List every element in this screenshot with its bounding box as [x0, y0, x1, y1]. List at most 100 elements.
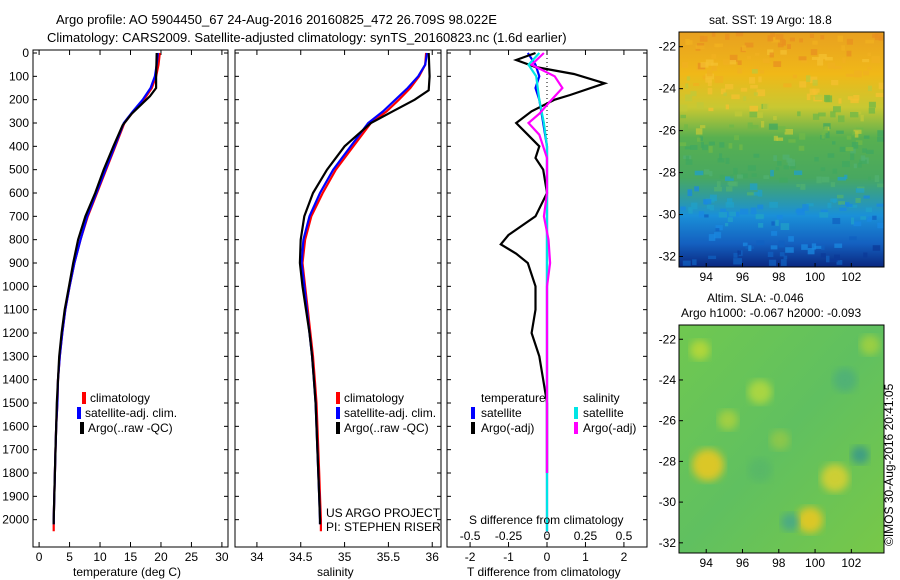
- x2-tick-label: 0.25: [574, 529, 598, 543]
- map-y-tick-label: -22: [659, 40, 677, 54]
- sst-pixel: [726, 186, 733, 192]
- x-tick-label: -2: [465, 550, 476, 564]
- sst-pixel: [859, 159, 867, 164]
- sst-pixel: [836, 260, 843, 265]
- sst-pixel: [704, 169, 710, 175]
- sst-pixel: [707, 80, 712, 86]
- sst-pixel: [846, 135, 852, 140]
- sla-blob: [797, 507, 823, 533]
- sst-pixel: [806, 75, 811, 82]
- sst-pixel: [850, 153, 855, 161]
- sst-pixel: [716, 181, 721, 187]
- sst-pixel: [744, 42, 754, 48]
- series-line-argo-adj-: [526, 52, 564, 473]
- sst-pixel: [731, 94, 740, 100]
- sst-pixel: [756, 240, 765, 246]
- sst-pixel: [775, 219, 779, 226]
- sst-pixel: [718, 211, 728, 218]
- sst-pixel: [784, 129, 793, 135]
- sst-pixel: [699, 35, 708, 42]
- x2-tick-label: -0.25: [495, 529, 523, 543]
- sst-pixel: [796, 208, 805, 216]
- sst-pixel: [711, 32, 716, 37]
- legend-t-satellite-swatch: [471, 407, 475, 419]
- sst-pixel: [851, 217, 855, 225]
- sst-pixel: [749, 183, 758, 190]
- map-x-tick-label: 102: [841, 270, 861, 284]
- sla-map: [678, 324, 885, 554]
- sla-map-subtitle: Argo h1000: -0.067 h2000: -0.093: [681, 306, 861, 320]
- sst-pixel: [837, 194, 844, 199]
- sst-pixel: [715, 225, 723, 231]
- depth-tick-label: 2000: [2, 513, 29, 527]
- sst-pixel: [749, 111, 758, 118]
- sst-pixel: [812, 113, 820, 120]
- sst-pixel: [706, 69, 713, 77]
- sst-pixel: [757, 204, 764, 210]
- sst-pixel: [728, 143, 733, 149]
- sst-pixel: [702, 144, 709, 151]
- sst-pixel: [715, 228, 720, 232]
- sst-pixel: [692, 259, 697, 266]
- sst-pixel: [846, 38, 853, 45]
- sst-pixel: [789, 37, 795, 42]
- sst-pixel: [719, 174, 725, 180]
- sst-pixel: [723, 59, 732, 65]
- sst-pixel: [842, 57, 846, 63]
- sla-blob: [833, 368, 857, 392]
- legend-s-satellite-swatch: [574, 407, 578, 419]
- sst-pixel: [679, 142, 687, 147]
- depth-tick-label: 1600: [2, 419, 29, 433]
- depth-tick-label: 1100: [3, 303, 29, 317]
- project-line1: US ARGO PROJECT: [326, 506, 441, 520]
- salinity-legend: climatology satellite-adj. clim. Argo(..…: [326, 391, 441, 534]
- x-tick-label: 2: [621, 550, 628, 564]
- legend-s-argo: Argo(-adj): [583, 421, 636, 435]
- legend-argo: Argo(..raw -QC): [344, 421, 429, 435]
- salinity-plot: 34 34.5 35 35.5 36: [250, 50, 439, 564]
- sst-pixel: [838, 115, 845, 123]
- map-y-tick-label: -32: [659, 250, 677, 264]
- sst-pixel: [866, 218, 872, 222]
- sst-pixel: [849, 236, 857, 241]
- sst-pixel: [812, 79, 818, 86]
- sst-pixel: [876, 203, 884, 207]
- sst-pixel: [714, 187, 722, 192]
- sst-pixel: [799, 81, 807, 88]
- sst-pixel: [787, 159, 796, 167]
- sst-pixel: [848, 204, 858, 208]
- sst-pixel: [878, 82, 885, 90]
- x-tick-label: 36: [426, 550, 440, 564]
- sst-pixel: [758, 223, 764, 228]
- sst-pixel: [767, 49, 774, 55]
- sst-pixel: [700, 62, 709, 68]
- sst-pixel: [796, 184, 800, 187]
- legend-argo-swatch: [80, 422, 84, 434]
- legend-satellite-swatch: [77, 407, 81, 419]
- sst-pixel: [872, 33, 879, 38]
- sst-pixel: [679, 104, 688, 112]
- sst-pixel: [856, 111, 862, 115]
- sst-pixel: [783, 255, 788, 260]
- sst-pixel: [773, 61, 782, 67]
- sst-pixel: [706, 204, 710, 209]
- sst-pixel: [860, 216, 867, 220]
- sst-pixel: [788, 139, 796, 143]
- sst-pixel: [862, 148, 867, 153]
- sst-pixel: [863, 70, 870, 76]
- sst-pixel: [783, 165, 789, 170]
- sst-pixel: [696, 102, 704, 109]
- sst-pixel: [737, 60, 742, 65]
- sst-pixel: [733, 167, 738, 175]
- map-y-tick-label: -24: [659, 82, 677, 96]
- sst-pixel: [690, 145, 698, 150]
- sst-pixel: [778, 38, 786, 45]
- sst-pixel: [877, 136, 884, 142]
- sst-pixel: [685, 159, 693, 165]
- sst-pixel: [821, 245, 825, 250]
- sst-pixel: [872, 215, 877, 220]
- series-line-argo: [52, 52, 158, 525]
- sst-pixel: [685, 155, 690, 161]
- sst-pixel: [719, 142, 725, 148]
- sst-pixel: [865, 207, 872, 212]
